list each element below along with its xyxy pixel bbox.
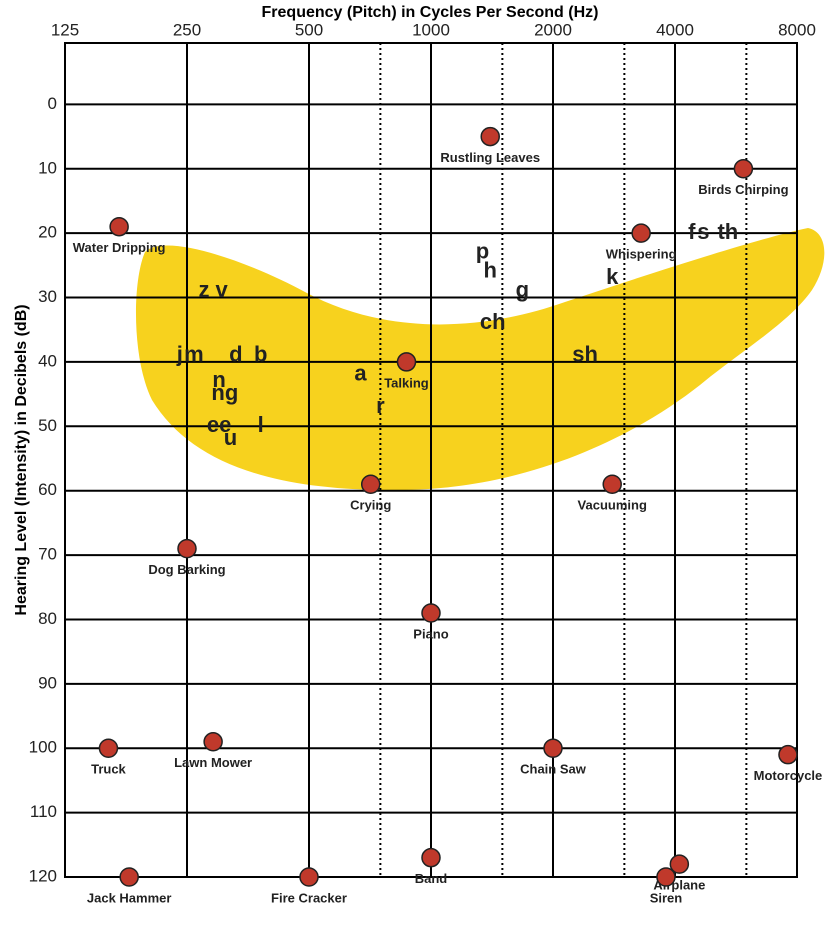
sound-marker [360,474,381,495]
sound-label: Jack Hammer [87,890,172,905]
speech-sound: sh [572,341,598,366]
sound-marker [203,732,223,752]
y-tick-label: 70 [38,545,57,564]
y-tick-label: 40 [38,351,57,370]
speech-sound: ng [211,380,238,405]
speech-sound: k [606,264,619,289]
y-tick-label: 10 [38,158,57,177]
speech-sound: th [717,219,738,244]
sound-label: Piano [413,626,448,641]
sound-label: Whispering [606,247,677,262]
speech-sound: r [376,393,385,418]
sound-marker [669,854,690,874]
y-tick-label: 90 [38,673,57,692]
speech-sound: p [476,238,489,263]
sound-label: Motorcycle [754,768,823,783]
speech-sound: f [688,219,696,244]
sound-label: Fire Cracker [271,890,347,905]
speech-sound: l [258,412,264,437]
speech-sound: ch [480,309,506,334]
speech-sound: g [516,277,529,302]
speech-sound: d [229,341,242,366]
sound-label: Lawn Mower [174,755,252,770]
sound-label: Band [415,871,448,886]
y-axis-label: Hearing Level (Intensity) in Decibels (d… [13,304,30,615]
x-tick-label: 500 [295,20,323,39]
y-tick-label: 50 [38,416,57,435]
sound-label: Siren [650,890,683,905]
speech-sound: u [224,425,237,450]
y-tick-label: 0 [48,94,57,113]
y-tick-label: 60 [38,480,57,499]
sound-marker [631,223,651,243]
sound-marker [778,744,798,765]
sound-marker [421,847,441,868]
speech-sound: j [176,341,183,366]
sound-marker [119,867,139,887]
speech-sound: z v [198,277,228,302]
speech-sound: ee [207,412,231,437]
y-tick-label: 100 [29,738,57,757]
sound-label: Vacuuming [578,498,647,513]
sound-marker [656,867,676,887]
sound-marker [177,538,197,559]
sound-label: Birds Chirping [698,182,788,197]
sound-marker [421,603,441,623]
speech-sound: h [483,258,496,283]
y-tick-label: 30 [38,287,57,306]
x-tick-label: 4000 [656,20,694,39]
sound-marker [396,352,417,372]
y-tick-label: 120 [29,866,57,885]
sound-label: Dog Barking [148,562,225,577]
speech-sound: m [184,341,204,366]
sound-label: Truck [91,762,126,777]
y-tick-label: 20 [38,223,57,242]
x-tick-label: 2000 [534,20,572,39]
sound-marker [543,738,563,758]
sound-marker [480,126,500,147]
plot-frame [64,42,798,878]
sound-marker [299,867,319,887]
sound-marker [98,738,119,758]
y-tick-label: 110 [30,802,57,821]
x-tick-label: 1000 [412,20,450,39]
y-tick-label: 80 [38,609,57,628]
speech-sound: n [212,367,225,392]
speech-sound: a [354,361,367,386]
sound-marker [733,159,754,179]
speech-sound: s [697,219,709,244]
speech-sound: b [254,341,267,366]
chart-title: Frequency (Pitch) in Cycles Per Second (… [262,4,599,21]
sound-label: Chain Saw [520,762,587,777]
x-tick-label: 250 [173,20,201,39]
sound-label: Rustling Leaves [440,150,540,165]
sound-marker [109,216,129,237]
x-tick-label: 125 [51,20,79,39]
x-tick-label: 8000 [778,20,816,39]
sound-marker [602,474,622,495]
sound-label: Talking [384,375,429,390]
sound-label: Water Dripping [73,240,166,255]
sound-label: Crying [350,498,391,513]
